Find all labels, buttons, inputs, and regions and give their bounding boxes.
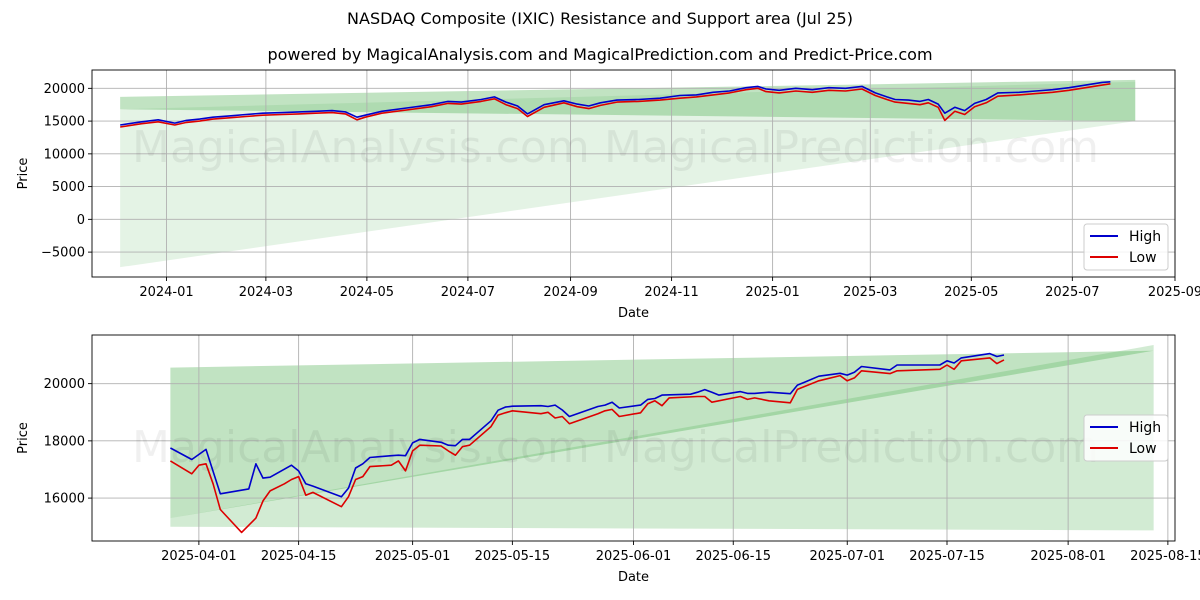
y-tick-label: 20000 xyxy=(44,377,85,392)
y-tick-label: 0 xyxy=(77,213,85,228)
chart-title: NASDAQ Composite (IXIC) Resistance and S… xyxy=(347,9,853,28)
legend-label-high: High xyxy=(1129,420,1161,436)
low-price-line xyxy=(120,83,1111,128)
y-tick-label: −5000 xyxy=(41,246,85,261)
x-tick-label: 2025-06-15 xyxy=(695,549,771,564)
x-tick-label: 2024-05 xyxy=(340,285,394,300)
chart-subtitle: powered by MagicalAnalysis.com and Magic… xyxy=(267,45,933,64)
y-tick-label: 20000 xyxy=(44,82,85,97)
y-tick-label: 16000 xyxy=(44,492,85,507)
x-tick-label: 2025-01 xyxy=(745,285,799,300)
legend: High Low xyxy=(1083,414,1169,462)
high-price-line xyxy=(120,81,1111,126)
x-tick-label: 2025-07 xyxy=(1045,285,1099,300)
high-price-line xyxy=(170,352,1005,498)
x-tick-label: 2025-08-15 xyxy=(1130,549,1200,564)
watermark-analysis: MagicalAnalysis.com xyxy=(132,122,590,173)
x-tick-label: 2025-07-15 xyxy=(909,549,985,564)
x-tick-label: 2024-07 xyxy=(441,285,495,300)
top-price-chart: MagicalAnalysis.com MagicalPrediction.com… xyxy=(16,69,1200,321)
x-tick-label: 2025-05 xyxy=(944,285,998,300)
x-axis-label: Date xyxy=(618,570,649,585)
y-tick-label: 18000 xyxy=(44,434,85,449)
plot-frame xyxy=(91,69,1176,278)
x-tick-label: 2025-08-01 xyxy=(1030,549,1106,564)
resistance-support-band xyxy=(170,350,1154,519)
y-axis-label: Price xyxy=(16,158,31,190)
y-tick-label: 10000 xyxy=(44,147,85,162)
x-tick-label: 2025-05-15 xyxy=(475,549,551,564)
x-tick-label: 2025-06-01 xyxy=(596,549,672,564)
forecast-band xyxy=(170,345,1154,531)
y-axis-label: Price xyxy=(16,422,31,454)
x-tick-label: 2025-09 xyxy=(1148,285,1200,300)
x-tick-label: 2025-07-01 xyxy=(809,549,885,564)
x-tick-label: 2024-03 xyxy=(239,285,293,300)
bottom-price-chart: MagicalAnalysis.com MagicalPrediction.com… xyxy=(16,334,1200,585)
x-tick-label: 2024-09 xyxy=(543,285,597,300)
x-axis-label: Date xyxy=(618,306,649,321)
forecast-band xyxy=(120,81,1136,268)
watermark-prediction: MagicalPrediction.com xyxy=(604,422,1099,473)
legend-label-high: High xyxy=(1129,229,1161,245)
legend-label-low: Low xyxy=(1129,250,1157,266)
legend: High Low xyxy=(1083,223,1169,271)
x-tick-label: 2025-05-01 xyxy=(375,549,451,564)
x-tick-label: 2025-03 xyxy=(843,285,897,300)
x-tick-label: 2024-11 xyxy=(644,285,698,300)
x-tick-label: 2024-01 xyxy=(139,285,193,300)
y-tick-label: 15000 xyxy=(44,115,85,130)
y-tick-label: 5000 xyxy=(52,180,85,195)
legend-label-low: Low xyxy=(1129,441,1157,457)
watermark-prediction: MagicalPrediction.com xyxy=(604,122,1099,173)
low-price-line xyxy=(169,357,1005,534)
x-tick-label: 2025-04-15 xyxy=(261,549,337,564)
x-tick-label: 2025-04-01 xyxy=(161,549,237,564)
